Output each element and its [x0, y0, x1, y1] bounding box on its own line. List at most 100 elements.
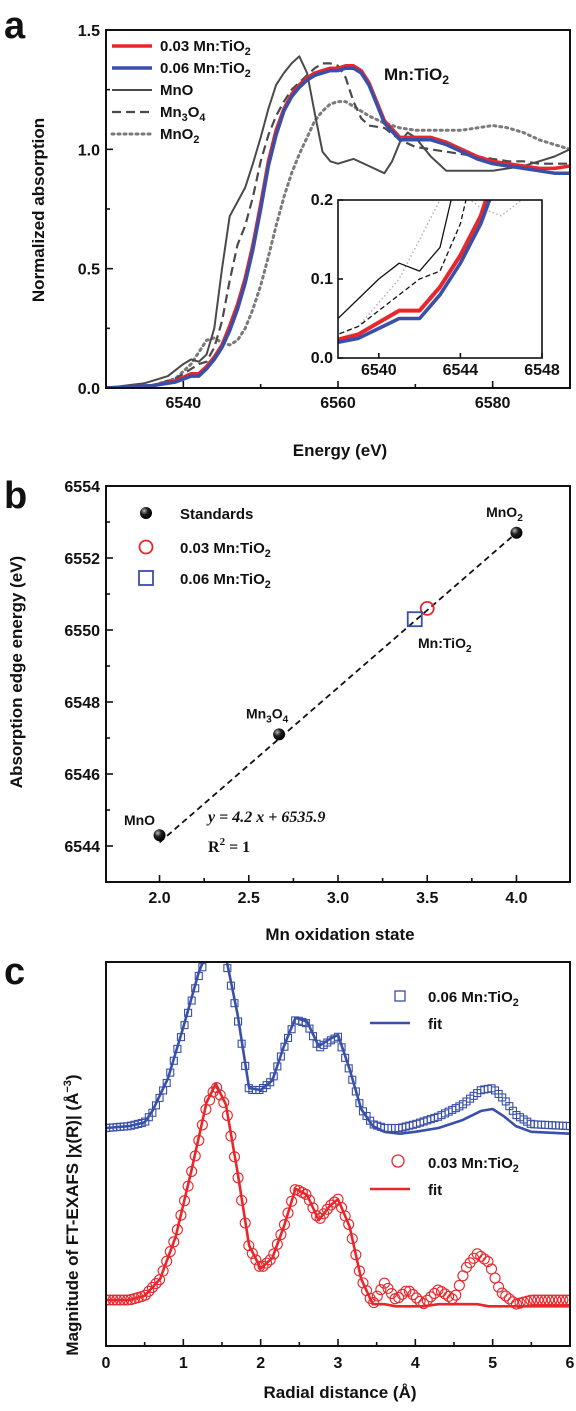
panel-a-legend-label-part: MnO [160, 126, 194, 143]
r2-value: = 1 [225, 839, 250, 856]
panel-b-fit-line [158, 532, 518, 844]
panel-a-legend-label: 0.03 Mn:TiO2 [160, 38, 251, 58]
panel-a-series-line-2 [106, 55, 570, 388]
panel-c-ylabel: Magnitude of FT-EXAFS |χ(R)| (Å−3) [62, 1074, 82, 1355]
panel-c-data-marker [250, 1254, 262, 1266]
panel-c-data-marker [371, 1290, 383, 1302]
panel-b-point-0.06 [406, 611, 423, 628]
panel-a-legend-label-part: Mn [160, 104, 182, 121]
panel-c-data-marker [210, 942, 217, 949]
panel-c-data-marker [201, 962, 210, 963]
panel-a-legend-label: 0.06 Mn:TiO2 [160, 60, 251, 80]
panel-c-xtick-label: 2 [256, 1355, 265, 1372]
panel-c-data-marker [375, 1284, 387, 1296]
panel-c-data-marker [407, 1289, 419, 1301]
panel-b-legend-label-part: 0.03 Mn:TiO [180, 540, 265, 557]
panel-c-data-marker [146, 1281, 158, 1293]
panel-b-point-0.03 [419, 601, 435, 616]
panel-b-axes-frame [105, 485, 571, 883]
panel-b-xtick-label: 2.5 [238, 890, 260, 907]
panel-c-data-marker [246, 1247, 258, 1259]
panel-a-legend-label-part: 2 [245, 46, 251, 58]
panel-b-annotation-part: 2 [466, 644, 472, 655]
panel-b-standard-point [510, 526, 523, 539]
panel-c-legend-marker-0.06 [394, 990, 406, 1002]
panel-c-legend-label-0.03: 0.03 Mn:TiO2 [428, 1155, 519, 1175]
panel-c-data-marker [157, 1265, 169, 1277]
panel-c-data-marker [400, 1285, 412, 1297]
panel-b-point-label-part: MnO [486, 504, 517, 520]
panel-c-data-marker [396, 1288, 408, 1300]
panel-c-data-marker [443, 1290, 455, 1302]
panel-c-data-marker [275, 1229, 287, 1241]
panel-c-data-marker [478, 1253, 490, 1265]
panel-b-legend-label: 0.06 Mn:TiO2 [180, 571, 271, 591]
panel-c-data-marker [278, 1219, 291, 1231]
panel-c-ylabel-sup: −3 [62, 1080, 74, 1093]
panel-c-data-marker [325, 1199, 337, 1211]
panel-c-data-marker [435, 1285, 448, 1298]
panel-c-data-marker [217, 943, 224, 950]
inset-xtick-label: 6544 [443, 362, 479, 379]
panel-b-point-label-part: 4 [283, 714, 289, 725]
panel-a-ytick-label: 1.0 [78, 142, 100, 159]
panel-c-data-marker [343, 1218, 355, 1230]
panel-a-xtick-label: 6560 [320, 395, 356, 412]
inset-xtick-label: 6548 [524, 362, 560, 379]
panel-c-data-marker [143, 1285, 155, 1297]
panel-b-edge-energy-chart: b Absorption edge energy (eV) Mn oxidati… [4, 475, 571, 944]
panel-b-fit-r2: R2 = 1 [208, 836, 250, 856]
panel-b-point-label-part: Mn [246, 705, 266, 721]
panel-b-fit-equation: y = 4.2 x + 6535.9 [206, 809, 325, 826]
panel-c-data-marker [410, 1292, 423, 1304]
panel-a-xtick-label: 6540 [166, 395, 202, 412]
panel-c-xtick-label: 6 [566, 1355, 575, 1372]
panel-c-xtick-label: 1 [179, 1355, 188, 1372]
panel-c-xtick-label: 4 [411, 1355, 420, 1372]
panel-b-point-label-part: 3 [266, 714, 272, 725]
panel-b-xtick-label: 3.0 [327, 890, 349, 907]
panel-c-fit-line-1 [106, 962, 570, 1135]
panel-b-xtick-label: 2.0 [148, 890, 170, 907]
panel-a-xanes-chart: a Normalized absorption Energy (eV) 6540… [4, 5, 571, 460]
panel-c-data-marker [425, 1291, 437, 1303]
panel-c-data-marker [300, 1188, 312, 1200]
panel-b-ytick-label: 6546 [64, 767, 100, 784]
panel-c-data-marker [213, 939, 220, 946]
panel-c-data-marker [471, 1248, 483, 1260]
inset-xtick-label: 6540 [361, 362, 397, 379]
panel-a-legend-label: MnO [160, 82, 194, 99]
panel-b-legend-marker-standards [140, 507, 152, 519]
panel-b-standard-point [153, 829, 166, 842]
panel-c-legend-label-0.06-part: 2 [513, 997, 519, 1009]
panel-c-data-marker [264, 1254, 276, 1266]
panel-c-data-marker [450, 1289, 462, 1301]
panel-a-series-line-1 [106, 66, 570, 388]
panel-c-data-marker [403, 1285, 415, 1297]
panel-c-data-marker [453, 1279, 465, 1292]
inset-ytick-label: 0.2 [311, 192, 333, 209]
r2-sup: 2 [220, 836, 226, 848]
panel-b-xtick-label: 4.0 [505, 890, 527, 907]
panel-b-legend-label: 0.03 Mn:TiO2 [180, 540, 271, 560]
panel-b-point-label: MnO [124, 812, 155, 828]
panel-b-legend-label-part: 2 [265, 579, 271, 591]
panel-b-ylabel: Absorption edge energy (eV) [7, 556, 26, 788]
panel-c-exafs-chart: c Magnitude of FT-EXAFS |χ(R)| (Å−3) Rad… [4, 939, 575, 1402]
panel-a-ytick-label: 0.0 [78, 381, 100, 398]
inset-series-line-0 [338, 200, 489, 342]
panel-c-data-marker [206, 946, 213, 953]
panel-a-legend-label: MnO2 [160, 126, 199, 146]
panel-c-data-marker [161, 1255, 173, 1267]
panel-c-data-marker [503, 1293, 515, 1305]
panel-b-ytick-label: 6554 [64, 479, 100, 496]
panel-a-legend-label-part: 0.06 Mn:TiO [160, 60, 245, 77]
panel-b-annotation: Mn:TiO2 [418, 635, 472, 655]
panel-c-data-marker [500, 1290, 512, 1302]
panel-c-legend-fit-label-red: fit [428, 1182, 442, 1199]
panel-c-data-marker [168, 1236, 180, 1248]
inset-ytick-label: 0.1 [311, 271, 333, 288]
panel-label-b: b [4, 475, 27, 517]
panel-a-annotation-part: Mn:TiO [384, 65, 442, 84]
